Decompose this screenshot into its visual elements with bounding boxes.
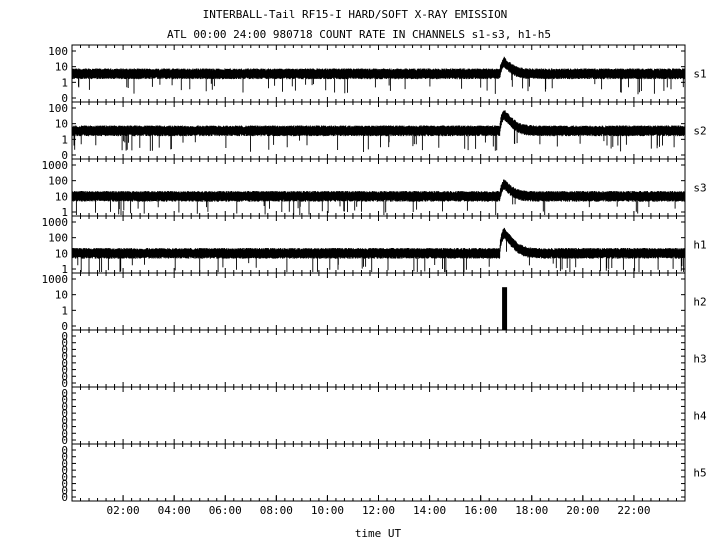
y-tick-label-h5: 0 [61,464,68,477]
y-tick-label-h5: 0 [61,451,68,464]
y-tick-label-s2: 0 [61,149,68,162]
x-tick-label: 14:00 [413,504,446,517]
series-line-s2 [71,110,686,152]
y-tick-label-h1: 1000 [42,216,69,229]
y-tick-label-h5: 0 [61,491,68,504]
channel-label-h2: h2 [693,296,706,309]
panel-frame-h4 [71,386,686,445]
y-tick-label-h1: 1 [61,263,68,276]
chart-title: INTERBALL-Tail RF15-I HARD/SOFT X-RAY EM… [203,8,508,21]
y-tick-label-s1: 10 [55,61,68,74]
panels-group: 1001010s11001010s21000100101s31000100101… [42,44,707,504]
y-tick-label-h3: 0 [61,357,68,370]
y-tick-label-h2: 0 [61,320,68,333]
panel-frame-h3 [71,329,686,388]
series-line-s1 [71,56,686,95]
channel-label-s2: s2 [693,125,706,138]
y-tick-label-h4: 0 [61,407,68,420]
y-tick-label-h5: 0 [61,471,68,484]
channel-label-h5: h5 [693,467,706,480]
y-tick-label-h4: 0 [61,414,68,427]
y-tick-label-h3: 0 [61,364,68,377]
y-tick-label-h4: 0 [61,421,68,434]
y-tick-label-h2: 10 [55,289,68,302]
x-tick-label: 20:00 [566,504,599,517]
x-tick-label: 06:00 [209,504,242,517]
y-tick-label-h2: 1000 [42,273,69,286]
y-tick-label-s2: 1 [61,133,68,146]
y-tick-label-s1: 0 [61,92,68,105]
y-tick-label-h3: 0 [61,343,68,356]
channel-label-s3: s3 [693,182,706,195]
x-axis-label: time UT [355,527,402,540]
series-line-s3 [71,179,686,215]
x-tick-label: 08:00 [260,504,293,517]
panel-frame-h2 [71,272,686,331]
burst-h2 [502,287,508,330]
y-tick-label-h3: 0 [61,370,68,383]
x-tick-label: 22:00 [617,504,650,517]
y-tick-label-h5: 0 [61,457,68,470]
x-tick-label: 18:00 [515,504,548,517]
panel-frame-h5 [71,443,686,502]
y-tick-label-s3: 1000 [42,159,69,172]
y-tick-label-h3: 0 [61,377,68,390]
x-tick-label: 02:00 [107,504,140,517]
y-tick-label-h4: 0 [61,400,68,413]
channel-label-h4: h4 [693,410,707,423]
y-tick-label-h3: 0 [61,350,68,363]
y-tick-label-h1: 10 [55,247,68,260]
channel-label-h1: h1 [693,239,706,252]
y-tick-label-h2: 1 [61,304,68,317]
panel-frame-h1 [71,215,686,274]
y-tick-label-h4: 0 [61,434,68,447]
y-tick-label-h5: 0 [61,484,68,497]
y-tick-label-h4: 0 [61,387,68,400]
x-tick-label: 04:00 [158,504,191,517]
x-tick-label: 16:00 [464,504,497,517]
y-tick-label-h3: 0 [61,330,68,343]
y-tick-label-s3: 10 [55,190,68,203]
y-tick-label-h1: 100 [48,232,68,245]
channel-label-h3: h3 [693,353,706,366]
panel-s3: 1000 100 10 1 s3 [42,158,707,219]
y-tick-label-h5: 0 [61,478,68,491]
x-tick-label: 12:00 [362,504,395,517]
x-tick-label: 10:00 [311,504,344,517]
y-tick-label-h5: 0 [61,444,68,457]
y-tick-label-h4: 0 [61,394,68,407]
series-line-h1 [71,227,686,272]
y-tick-label-s3: 1 [61,206,68,219]
panel-frame-s3 [71,158,686,217]
y-tick-label-s2: 100 [48,102,68,115]
y-tick-label-s1: 100 [48,45,68,58]
y-tick-label-h4: 0 [61,427,68,440]
y-tick-label-s2: 10 [55,118,68,131]
y-tick-label-s1: 1 [61,76,68,89]
panel-h1: 1000 100 10 1 h1 [42,215,707,276]
chart-subtitle: ATL 00:00 24:00 980718 COUNT RATE IN CHA… [167,28,551,41]
y-tick-label-s3: 100 [48,175,68,188]
x-axis: 02:00 04:00 06:00 08:00 10:00 12:00 14:00 16:00… [107,495,650,517]
channel-label-s1: s1 [693,68,706,81]
y-tick-label-h3: 0 [61,337,68,350]
